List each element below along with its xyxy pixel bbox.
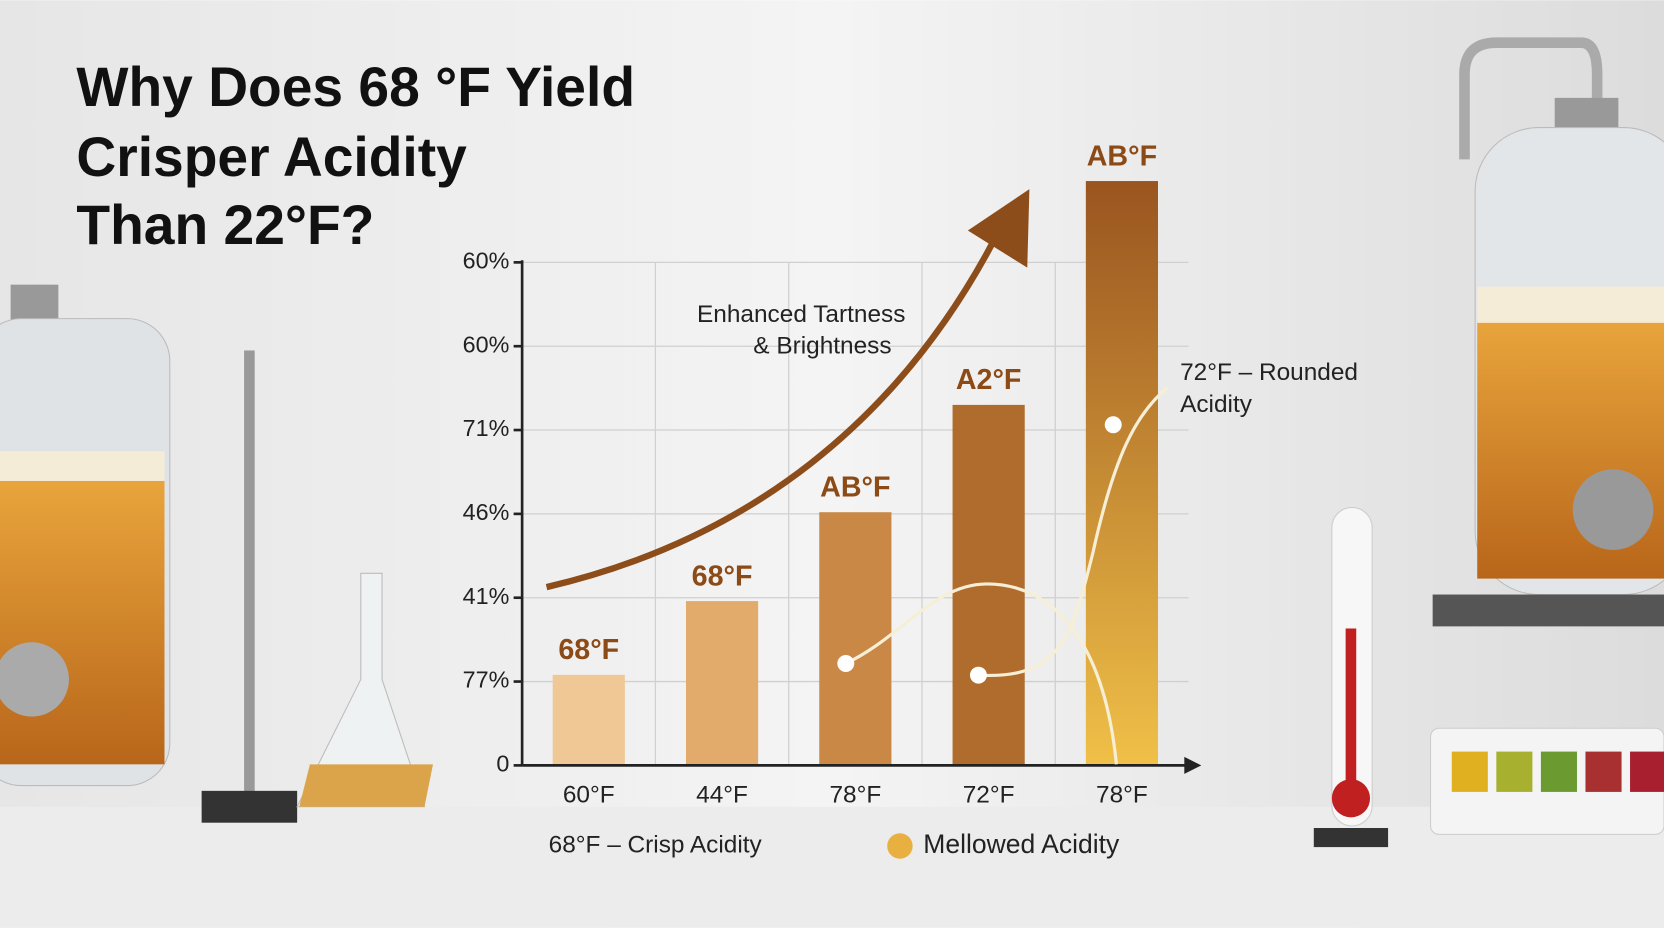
bar xyxy=(1085,181,1159,766)
y-tick-label: 46% xyxy=(463,499,510,525)
grid: 0 77% 41% 46% 71% 60% 60% xyxy=(463,248,1189,777)
marks: 68°F 60°F 68°F 44°F AB°F 78°F A2°F 72°F AB°F 78°F xyxy=(552,140,1159,809)
mellow-curve xyxy=(845,582,1118,765)
title-line: Why Does 68 °F Yield xyxy=(76,56,635,118)
x-tick-label: 60°F xyxy=(563,782,615,809)
data-label: A2°F xyxy=(956,364,1022,396)
x-axis-arrow xyxy=(1184,756,1202,774)
y-tick-label: 60% xyxy=(463,248,510,274)
legend-swatch xyxy=(887,833,913,859)
mellow-curve xyxy=(978,386,1169,678)
y-tick-label: 41% xyxy=(463,583,510,609)
data-label: AB°F xyxy=(1087,140,1157,172)
annotation: & Brightness xyxy=(753,333,891,360)
legend-label: 68°F – Crisp Acidity xyxy=(549,831,763,858)
curve-dot xyxy=(837,655,855,672)
data-label: AB°F xyxy=(820,471,890,503)
annotation: Acidity xyxy=(1180,391,1253,418)
y-tick-label: 60% xyxy=(463,331,510,357)
x-tick-label: 78°F xyxy=(1096,782,1148,809)
y-tick-label: 77% xyxy=(463,667,510,693)
bench xyxy=(0,806,1664,928)
annotation: Enhanced Tartness xyxy=(697,301,905,328)
x-tick-label: 72°F xyxy=(963,782,1015,809)
bar xyxy=(819,512,892,766)
bar xyxy=(552,674,625,766)
bar xyxy=(685,601,759,766)
left-keg xyxy=(0,284,433,823)
data-label: 68°F xyxy=(692,560,753,592)
y-tick-label: 71% xyxy=(463,415,510,441)
right-keg xyxy=(1313,37,1664,848)
trend-arrowhead xyxy=(967,189,1030,268)
curve-dot xyxy=(1104,416,1122,434)
title-line: Than 22°F? xyxy=(76,194,374,256)
data-label: 68°F xyxy=(558,634,619,666)
curve-dot xyxy=(969,666,987,684)
y-tick-label: 0 xyxy=(496,751,509,777)
title-line: Crisper Acidity xyxy=(76,126,467,188)
annotation: 72°F – Rounded xyxy=(1180,359,1358,386)
x-tick-label: 44°F xyxy=(696,782,748,809)
x-tick-label: 78°F xyxy=(829,782,881,809)
legend-label: Mellowed Acidity xyxy=(923,829,1120,859)
trend-arrow xyxy=(545,221,1006,591)
